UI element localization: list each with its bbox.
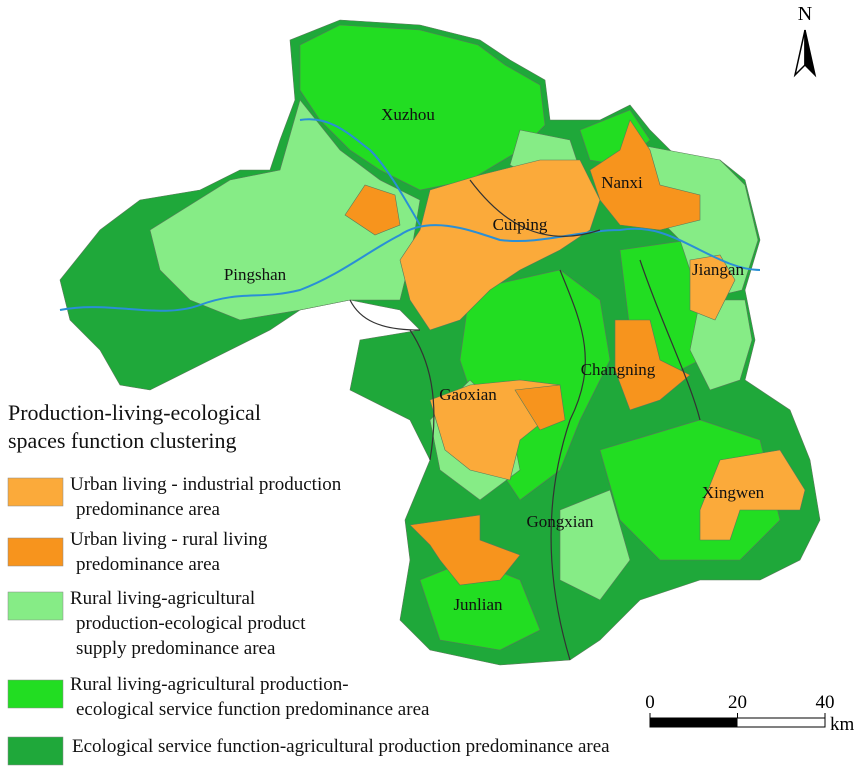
- place-label: Cuiping: [493, 215, 548, 234]
- legend-label: production-ecological product: [76, 613, 306, 634]
- legend-label: supply predominance area: [76, 638, 276, 659]
- scale-tick-label: 20: [728, 692, 747, 713]
- region: [699, 449, 806, 541]
- north-arrow: [793, 29, 806, 78]
- place-label: Xuzhou: [381, 105, 435, 124]
- region: [409, 514, 521, 586]
- legend-label: ecological service function predominance…: [76, 699, 430, 720]
- region: [559, 489, 631, 601]
- legend-label: Rural living-agricultural production-: [70, 674, 349, 695]
- legend-swatch: [7, 679, 64, 709]
- legend-title: Production-living-ecological: [8, 400, 261, 425]
- place-label: Changning: [581, 360, 656, 379]
- scale-bar: [650, 718, 738, 727]
- legend-label: predominance area: [76, 499, 221, 520]
- region: [589, 119, 701, 231]
- scale-unit: km: [830, 714, 855, 735]
- place-label: Xingwen: [702, 483, 765, 502]
- place-label: Junlian: [453, 595, 503, 614]
- legend-swatch: [7, 591, 64, 621]
- region: [399, 159, 601, 331]
- region: [514, 384, 566, 431]
- legend-label: Urban living - rural living: [70, 529, 268, 550]
- region: [689, 299, 753, 391]
- legend-label: Ecological service function-agricultural…: [72, 736, 610, 757]
- region: [344, 184, 401, 236]
- region: [689, 254, 736, 321]
- legend-label: Rural living-agricultural: [70, 588, 255, 609]
- place-label: Nanxi: [601, 173, 643, 192]
- legend-swatch: [7, 537, 64, 567]
- scale-tick-label: 0: [645, 692, 655, 713]
- legend-label: predominance area: [76, 554, 221, 575]
- scale-tick-label: 40: [816, 692, 835, 713]
- legend-label: Urban living - industrial production: [70, 474, 342, 495]
- region: [614, 319, 691, 411]
- place-label: Gaoxian: [439, 385, 497, 404]
- place-label: Pingshan: [224, 265, 287, 284]
- legend-title: spaces function clustering: [8, 428, 237, 453]
- legend-swatch: [7, 736, 64, 766]
- place-label: Jiangan: [692, 260, 744, 279]
- north-label: N: [798, 3, 812, 25]
- place-label: Gongxian: [526, 512, 594, 531]
- legend-swatch: [7, 477, 64, 507]
- north-arrow: [804, 29, 817, 78]
